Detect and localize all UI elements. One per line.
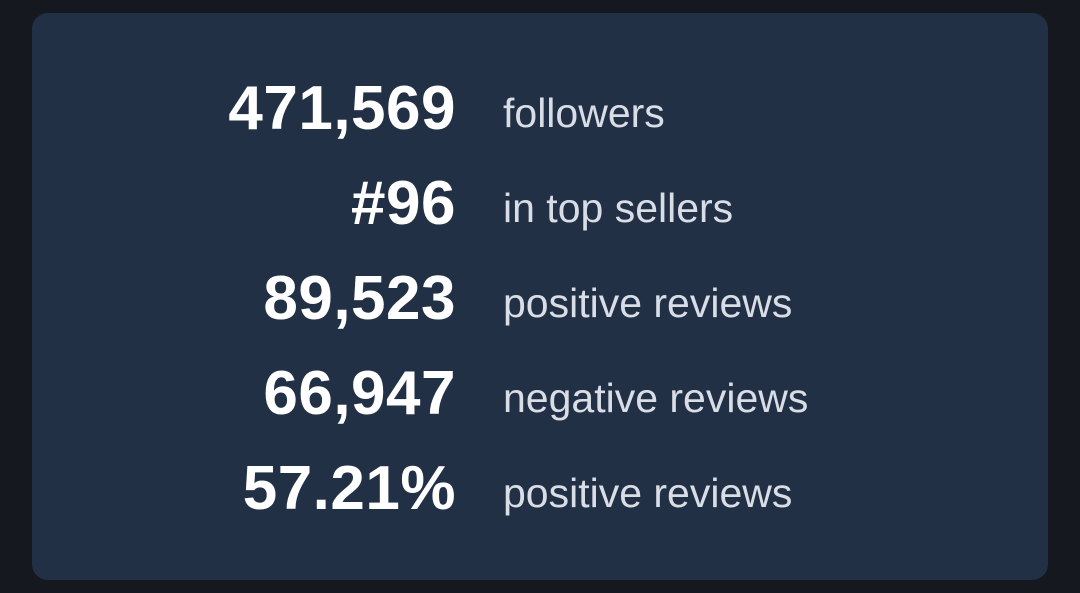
stat-row-positive-percentage: 57.21% positive reviews [32, 441, 1048, 536]
top-sellers-rank: #96 [351, 168, 456, 238]
stat-row-followers: 471,569 followers [32, 61, 1048, 156]
positive-reviews-label: positive reviews [503, 280, 793, 326]
positive-reviews-percentage: 57.21% [242, 453, 456, 523]
stats-card: 471,569 followers #96 in top sellers 89,… [32, 13, 1048, 580]
positive-reviews-count: 89,523 [263, 263, 456, 333]
followers-label: followers [503, 90, 665, 136]
negative-reviews-label: negative reviews [503, 375, 809, 421]
stat-row-negative-reviews: 66,947 negative reviews [32, 346, 1048, 441]
negative-reviews-count: 66,947 [263, 358, 456, 428]
stat-row-top-sellers: #96 in top sellers [32, 156, 1048, 251]
stat-row-positive-reviews: 89,523 positive reviews [32, 251, 1048, 346]
top-sellers-label: in top sellers [503, 185, 734, 231]
positive-percentage-label: positive reviews [503, 470, 793, 516]
followers-count: 471,569 [228, 73, 456, 143]
